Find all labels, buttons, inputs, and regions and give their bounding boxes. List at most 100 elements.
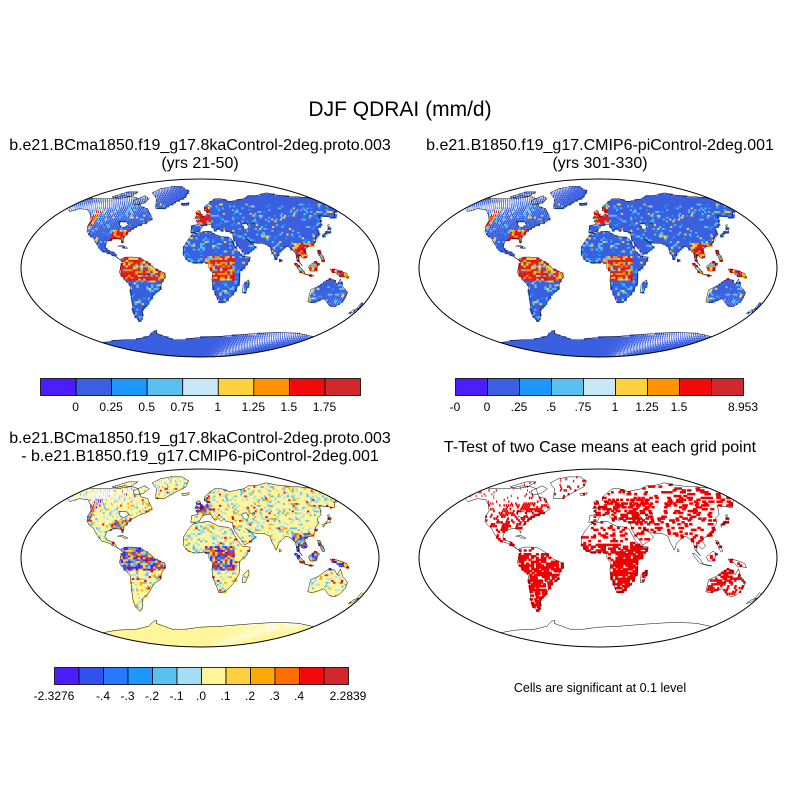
map-cell bbox=[308, 216, 313, 219]
map-cell bbox=[176, 193, 179, 197]
map-cell bbox=[214, 234, 218, 238]
map-cell bbox=[254, 238, 259, 242]
map-cell bbox=[107, 225, 110, 228]
map-cell bbox=[263, 341, 265, 345]
map-cell bbox=[217, 253, 221, 257]
map-cell bbox=[303, 244, 308, 247]
map-cell bbox=[232, 261, 236, 264]
map-cell bbox=[228, 210, 232, 213]
map-cell bbox=[171, 193, 174, 197]
map-cell bbox=[133, 306, 137, 309]
map-cell bbox=[235, 240, 240, 243]
map-cell bbox=[255, 349, 258, 352]
map-cell bbox=[306, 340, 309, 343]
map-cell bbox=[341, 300, 344, 304]
map-cell bbox=[184, 189, 186, 193]
map-cell bbox=[298, 223, 303, 227]
map-cell bbox=[160, 201, 163, 204]
map-cell bbox=[111, 227, 114, 230]
map-cell bbox=[314, 287, 318, 290]
map-cell bbox=[137, 319, 142, 322]
map-cell bbox=[146, 212, 149, 215]
map-cell bbox=[236, 204, 241, 208]
map-cell bbox=[228, 202, 232, 206]
map-cell bbox=[237, 255, 241, 259]
map-cell bbox=[195, 212, 199, 215]
map-cell bbox=[311, 296, 315, 300]
map-cell bbox=[189, 338, 192, 341]
map-cell bbox=[219, 272, 223, 275]
map-cell bbox=[213, 229, 217, 232]
map-cell bbox=[295, 332, 297, 336]
map-cell bbox=[191, 340, 194, 343]
map-cell bbox=[636, 355, 639, 357]
map-cell bbox=[273, 223, 278, 227]
map-cell bbox=[286, 240, 290, 243]
map-cell bbox=[337, 293, 340, 296]
map-cell bbox=[186, 349, 190, 352]
map-cell bbox=[109, 227, 112, 230]
panel1-title-line2: (yrs 21-50) bbox=[161, 155, 239, 172]
map-cell bbox=[268, 345, 271, 349]
map-cell bbox=[254, 236, 258, 240]
map-cell bbox=[243, 248, 248, 251]
map-cell bbox=[217, 259, 221, 262]
map-cell bbox=[241, 334, 243, 337]
map-cell bbox=[221, 240, 225, 243]
map-cell bbox=[207, 347, 210, 351]
map-cell bbox=[342, 298, 345, 302]
map-cell bbox=[278, 216, 283, 219]
map-cell bbox=[96, 347, 103, 351]
map-cell bbox=[114, 351, 122, 354]
map-cell bbox=[125, 279, 130, 283]
map-cell bbox=[177, 345, 181, 349]
map-cell bbox=[198, 340, 201, 343]
map-cell bbox=[153, 279, 157, 283]
map-cell bbox=[101, 216, 104, 219]
map-cell bbox=[121, 216, 123, 219]
map-cell bbox=[258, 202, 263, 206]
map-cell bbox=[168, 340, 172, 343]
map-cell bbox=[255, 223, 260, 227]
map-cell bbox=[283, 332, 285, 336]
map-cell bbox=[259, 229, 264, 232]
map-cell bbox=[236, 242, 240, 245]
map-cell bbox=[162, 202, 164, 206]
map-cell bbox=[131, 212, 134, 215]
map-cell bbox=[205, 206, 209, 210]
map-cell bbox=[241, 246, 245, 249]
map-cell bbox=[269, 219, 274, 223]
map-cell bbox=[105, 206, 107, 210]
map-cell bbox=[95, 223, 97, 227]
map-cell bbox=[129, 353, 136, 356]
map-cell bbox=[161, 336, 165, 339]
map-cell bbox=[255, 210, 259, 213]
map-cell bbox=[221, 338, 224, 341]
map-cell bbox=[325, 298, 328, 302]
map-cell bbox=[245, 217, 249, 221]
map-cell bbox=[148, 278, 152, 281]
map-cell bbox=[102, 210, 104, 213]
map-cell bbox=[165, 204, 168, 208]
map-cell bbox=[196, 340, 199, 343]
map-cell bbox=[324, 287, 327, 290]
map-cell bbox=[88, 223, 91, 227]
map-cell bbox=[137, 264, 141, 268]
map-cell bbox=[93, 201, 95, 204]
map-cell bbox=[280, 212, 285, 215]
map-cell bbox=[261, 210, 265, 213]
map-cell bbox=[289, 234, 293, 238]
map-cell bbox=[115, 234, 118, 238]
map-cell bbox=[248, 208, 252, 212]
map-cell bbox=[280, 223, 284, 227]
map-cell bbox=[226, 201, 230, 204]
map-cell bbox=[104, 353, 112, 356]
map-cell bbox=[281, 355, 287, 357]
map-cell bbox=[131, 202, 133, 206]
map-cell bbox=[193, 345, 197, 349]
map-cell bbox=[243, 347, 245, 351]
map-cell bbox=[183, 341, 186, 345]
map-cell bbox=[214, 266, 219, 270]
map-cell bbox=[217, 287, 221, 290]
map-cell bbox=[246, 347, 248, 351]
